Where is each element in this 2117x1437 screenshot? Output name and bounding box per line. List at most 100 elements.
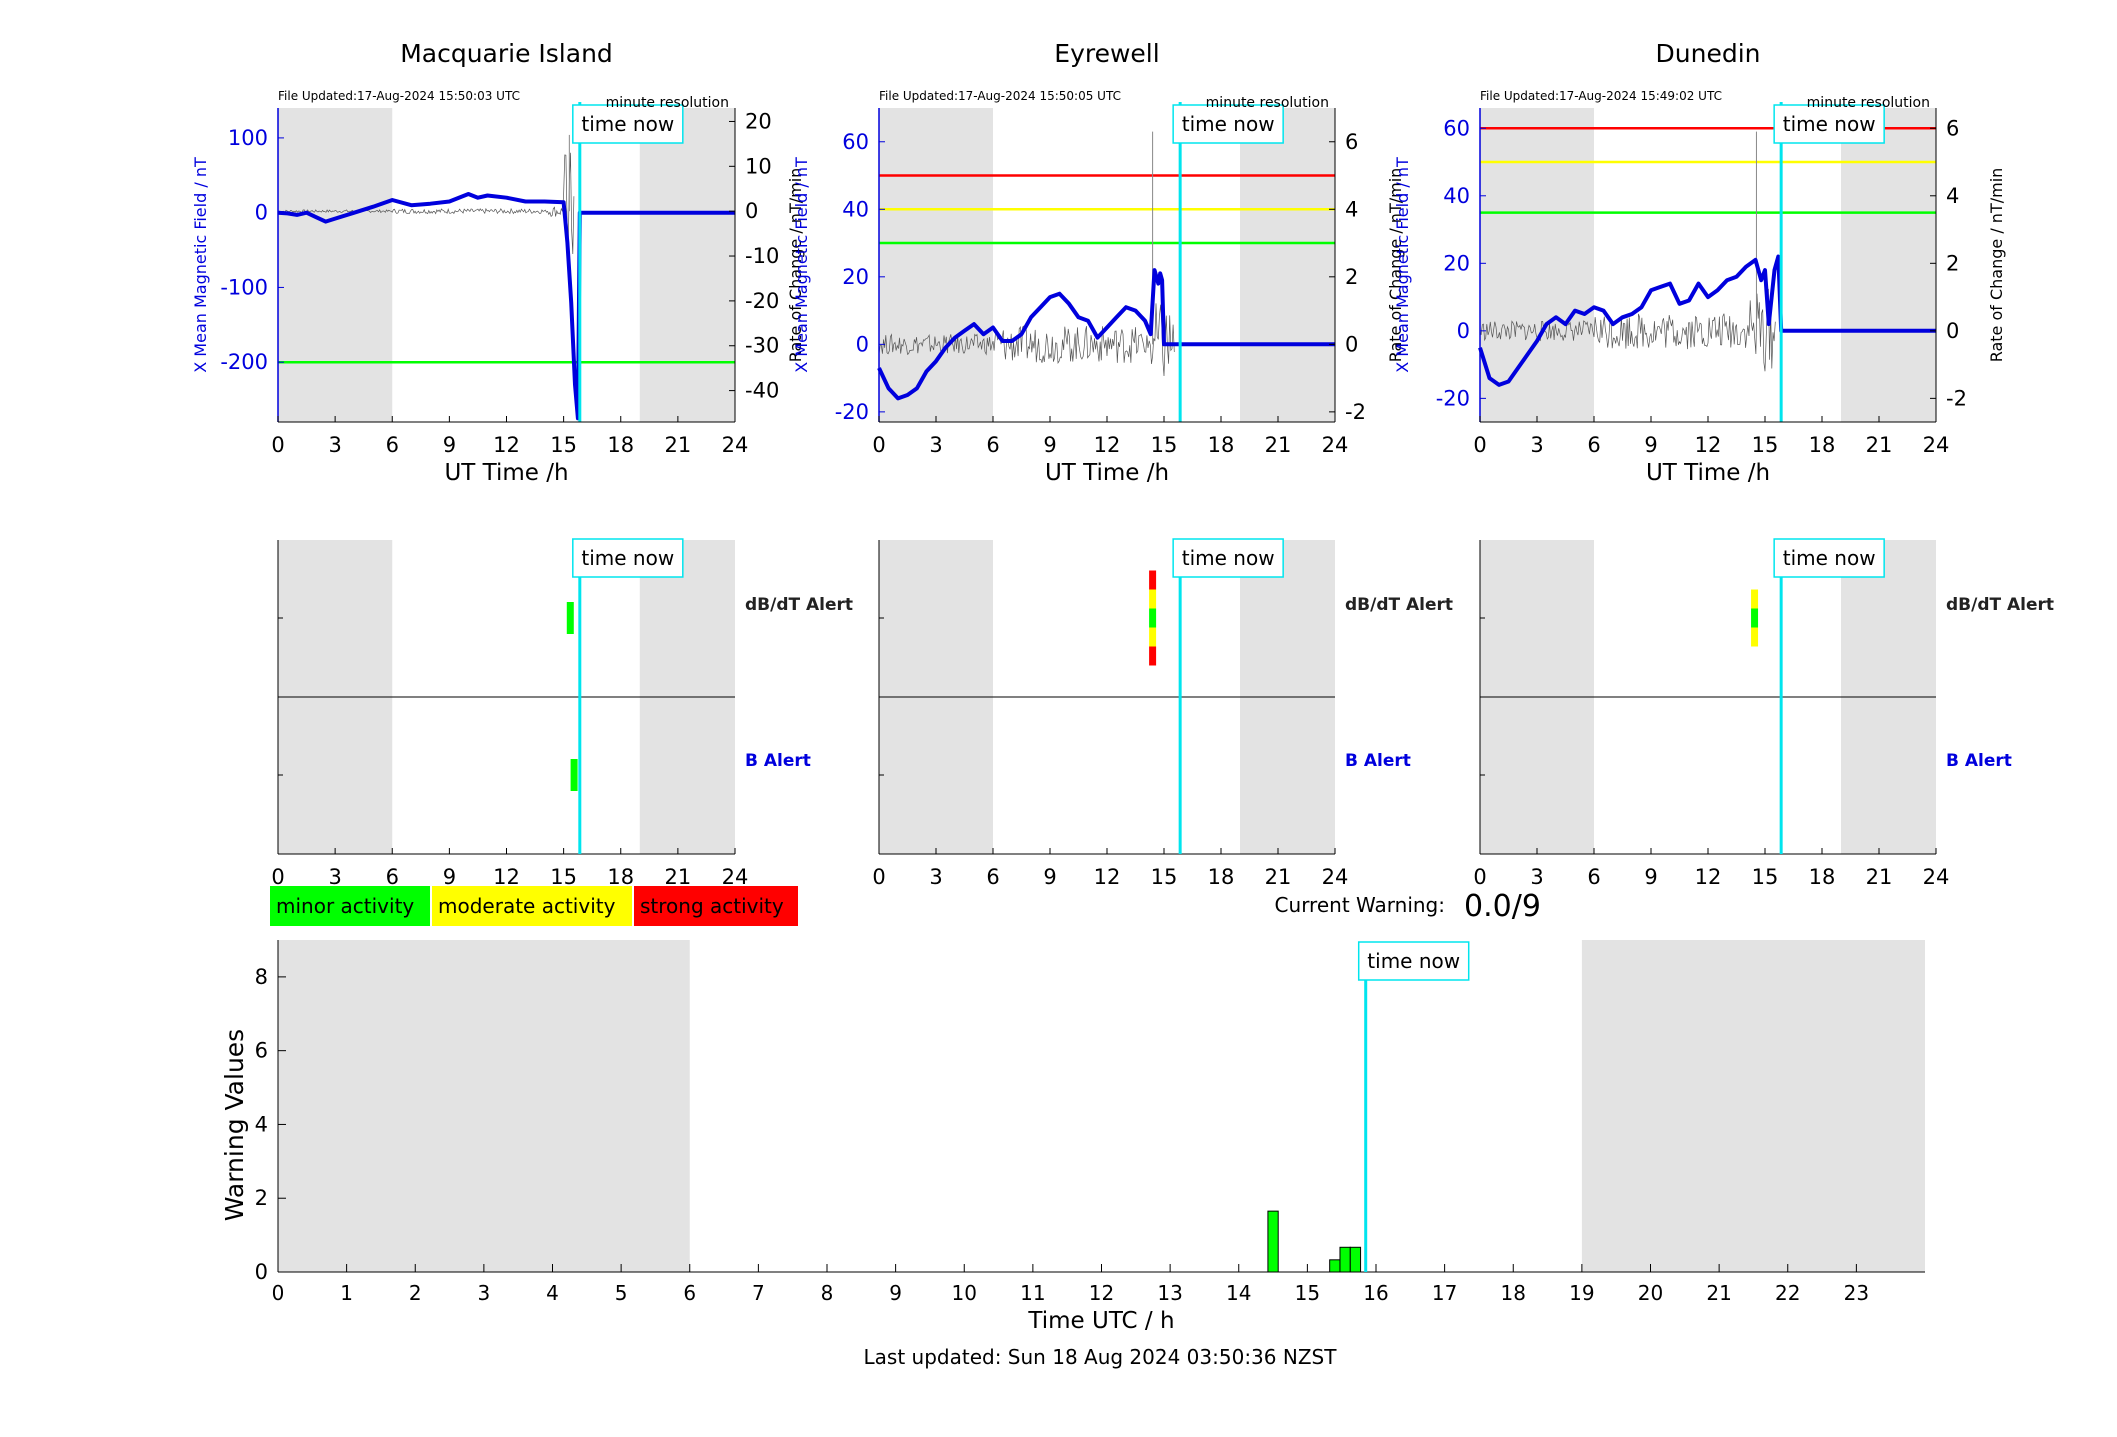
- y-right-axis-label: Rate of Change / nT/min: [1987, 168, 2006, 363]
- warning-bar: [1349, 1246, 1362, 1273]
- x-tick-label: 6: [683, 1281, 696, 1305]
- y-left-tick-label: 0: [255, 201, 268, 225]
- y-left-tick-label: -200: [220, 350, 268, 374]
- x-tick-label: 21: [1265, 433, 1292, 457]
- time-now-box: [572, 538, 684, 578]
- x-tick-label: 9: [443, 865, 456, 889]
- b-alert-block-minor: [570, 759, 578, 791]
- y-right-tick-label: 6: [1345, 130, 1358, 154]
- y-left-axis-label: X Mean Magnetic Field / nT: [1393, 157, 1412, 373]
- dbdt-alert-block-minor: [566, 602, 574, 634]
- x-tick-label: 10: [952, 1281, 977, 1305]
- file-updated-label: File Updated:17-Aug-2024 15:49:02 UTC: [1480, 89, 1722, 103]
- y-tick-label: 2: [255, 1186, 268, 1210]
- time-now-label: time now: [1367, 949, 1460, 973]
- minute-resolution-label: minute resolution: [1807, 95, 1930, 111]
- time-now-label: time now: [1783, 112, 1876, 136]
- b-alert-label: B Alert: [745, 751, 811, 771]
- legend-swatch-strong: [634, 886, 798, 926]
- current-warning: Current Warning: 0.0/9: [1275, 889, 1541, 924]
- y-left-tick-label: -20: [835, 400, 869, 424]
- y-left-tick-label: 20: [1443, 251, 1470, 275]
- x-tick-label: 6: [386, 865, 399, 889]
- alert-panel-2: time now 0 3 6 9 12 15 18 21 24 dB/dT Alert B Alert: [1473, 538, 2054, 889]
- night-shade: [278, 940, 690, 1272]
- x-tick-label: 18: [1208, 433, 1235, 457]
- x-tick-label: 6: [986, 433, 999, 457]
- x-tick-label: 15: [1151, 865, 1178, 889]
- x-tick-label: 12: [1089, 1281, 1114, 1305]
- y-left-tick-label: 0: [1457, 319, 1470, 343]
- x-tick-label: 14: [1226, 1281, 1251, 1305]
- b-alert-label: B Alert: [1345, 751, 1411, 771]
- dbdt-alert-label: dB/dT Alert: [745, 595, 853, 615]
- x-tick-label: 16: [1363, 1281, 1388, 1305]
- dbdt-alert-block-moderate: [1149, 627, 1157, 647]
- y-left-axis-label: X Mean Magnetic Field / nT: [191, 157, 210, 373]
- x-tick-label: 6: [386, 433, 399, 457]
- x-tick-label: 24: [1923, 865, 1950, 889]
- x-tick-label: 15: [1752, 433, 1779, 457]
- alert-panel-1: time now 0 3 6 9 12 15 18 21 24 dB/dT Alert B Alert: [872, 538, 1453, 889]
- y-right-tick-label: 2: [1946, 251, 1959, 275]
- x-tick-label: 21: [1706, 1281, 1731, 1305]
- y-right-tick-label: -40: [745, 379, 779, 403]
- y-left-tick-label: 20: [842, 265, 869, 289]
- time-now-box: [1773, 104, 1885, 144]
- current-warning-value: 0.0/9: [1464, 889, 1541, 924]
- x-tick-label: 0: [1473, 865, 1486, 889]
- time-now-box: [1773, 538, 1885, 578]
- y-right-tick-label: -20: [745, 289, 779, 313]
- x-tick-label: 21: [665, 865, 692, 889]
- x-tick-label: 3: [929, 433, 942, 457]
- time-now-box: [1357, 941, 1470, 981]
- y-left-axis-label: X Mean Magnetic Field / nT: [792, 157, 811, 373]
- x-tick-label: 18: [1208, 865, 1235, 889]
- y-right-tick-label: 6: [1946, 116, 1959, 140]
- time-now-label: time now: [1182, 112, 1275, 136]
- y-right-tick-label: 4: [1345, 197, 1358, 221]
- warning-bar: [1339, 1246, 1351, 1273]
- warning-y-axis-label: Warning Values: [220, 1029, 249, 1221]
- time-now-label: time now: [581, 546, 674, 570]
- dbdt-alert-block-moderate: [1751, 589, 1759, 609]
- y-left-tick-label: 60: [842, 130, 869, 154]
- night-shade: [278, 108, 393, 422]
- x-tick-label: 20: [1638, 1281, 1663, 1305]
- x-tick-label: 13: [1157, 1281, 1182, 1305]
- legend-label-strong: strong activity: [640, 894, 784, 918]
- x-tick-label: 24: [1322, 865, 1349, 889]
- dbdt-alert-block-strong: [1149, 570, 1157, 590]
- magnetic-field-series: [277, 192, 735, 421]
- station-title: Eyrewell: [1054, 39, 1159, 68]
- y-right-tick-label: 4: [1946, 184, 1959, 208]
- dbdt-alert-block-minor: [1751, 608, 1759, 628]
- y-left-tick-label: 40: [842, 197, 869, 221]
- last-updated-label: Last updated: Sun 18 Aug 2024 03:50:36 N…: [864, 1345, 1338, 1369]
- dbdt-alert-label: dB/dT Alert: [1345, 595, 1453, 615]
- magnetic-field-series: [1478, 254, 1936, 387]
- time-now-box: [1172, 538, 1284, 578]
- x-tick-label: 12: [1695, 865, 1722, 889]
- x-tick-label: 3: [1530, 865, 1543, 889]
- x-tick-label: 24: [1322, 433, 1349, 457]
- alert-panel-0: time now 0 3 6 9 12 15 18 21 24 dB/dT Alert B Alert: [271, 538, 853, 889]
- night-shade: [1581, 940, 1925, 1272]
- x-tick-label: 17: [1432, 1281, 1457, 1305]
- x-tick-label: 12: [1094, 433, 1121, 457]
- time-now-box: [572, 104, 684, 144]
- dbdt-alert-label: dB/dT Alert: [1946, 595, 2054, 615]
- x-tick-label: 24: [722, 433, 749, 457]
- time-now-label: time now: [581, 112, 674, 136]
- time-now-label: time now: [1783, 546, 1876, 570]
- night-shade: [1480, 108, 1594, 422]
- y-left-tick-label: 40: [1443, 184, 1470, 208]
- x-tick-label: 19: [1569, 1281, 1594, 1305]
- station-title: Macquarie Island: [400, 39, 613, 68]
- warning-x-axis-label: Time UTC / h: [1027, 1308, 1174, 1334]
- x-tick-label: 21: [1866, 433, 1893, 457]
- x-tick-label: 3: [328, 865, 341, 889]
